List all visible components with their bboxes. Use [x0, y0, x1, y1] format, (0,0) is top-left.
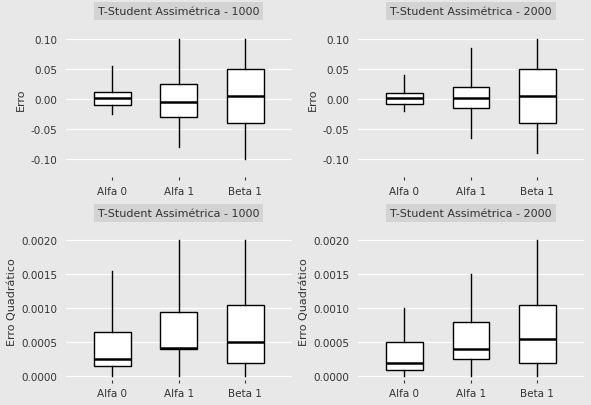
- PathPatch shape: [453, 322, 489, 359]
- PathPatch shape: [227, 305, 264, 363]
- PathPatch shape: [94, 93, 131, 106]
- PathPatch shape: [161, 85, 197, 118]
- PathPatch shape: [519, 70, 556, 124]
- Y-axis label: Erro Quadrático: Erro Quadrático: [299, 258, 309, 345]
- PathPatch shape: [386, 343, 423, 370]
- Title: T-Student Assimétrica - 2000: T-Student Assimétrica - 2000: [390, 209, 551, 219]
- PathPatch shape: [386, 94, 423, 105]
- Y-axis label: Erro Quadrático: Erro Quadrático: [7, 258, 17, 345]
- Title: T-Student Assimétrica - 1000: T-Student Assimétrica - 1000: [98, 7, 259, 17]
- Y-axis label: Erro: Erro: [309, 89, 319, 111]
- Title: T-Student Assimétrica - 2000: T-Student Assimétrica - 2000: [390, 7, 551, 17]
- Y-axis label: Erro: Erro: [17, 89, 27, 111]
- PathPatch shape: [519, 305, 556, 363]
- PathPatch shape: [161, 312, 197, 349]
- PathPatch shape: [227, 70, 264, 124]
- Title: T-Student Assimétrica - 1000: T-Student Assimétrica - 1000: [98, 209, 259, 219]
- PathPatch shape: [94, 332, 131, 366]
- PathPatch shape: [453, 88, 489, 109]
